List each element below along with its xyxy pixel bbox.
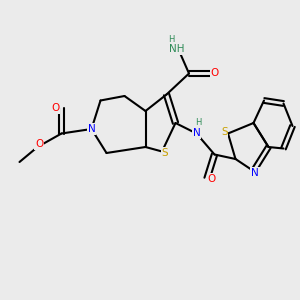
Text: N: N bbox=[193, 128, 200, 139]
Text: S: S bbox=[221, 127, 228, 137]
Text: N: N bbox=[251, 167, 259, 178]
Text: H: H bbox=[195, 118, 201, 127]
Text: NH: NH bbox=[169, 44, 185, 55]
Text: O: O bbox=[210, 68, 219, 79]
Text: O: O bbox=[207, 173, 216, 184]
Text: H: H bbox=[168, 35, 174, 44]
Text: O: O bbox=[51, 103, 60, 113]
Text: O: O bbox=[35, 139, 43, 149]
Text: S: S bbox=[162, 148, 168, 158]
Text: N: N bbox=[88, 124, 95, 134]
